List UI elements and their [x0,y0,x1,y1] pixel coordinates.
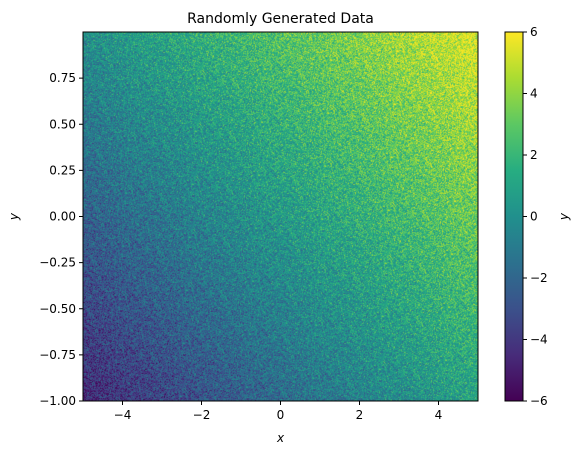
plot-area [82,31,479,402]
y-axis-label: y [7,212,21,221]
colorbar-ticks: −6 −4 −2 0 2 4 6 [523,25,548,408]
x-tick-label: −4 [114,408,132,422]
y-tick-label: −0.25 [39,256,76,270]
heatmap-image [83,32,478,401]
x-tick-label: 4 [435,408,443,422]
colorbar: −6 −4 −2 0 2 4 6 y [504,25,571,408]
x-tick-label: −2 [193,408,211,422]
colorbar-tick-label: −6 [530,394,548,408]
y-axis: −1.00 −0.75 −0.50 −0.25 0.00 0.25 0.50 0.75 [39,71,83,408]
x-axis: −4 −2 0 2 4 [114,401,443,422]
y-tick-label: 0.25 [49,163,76,177]
colorbar-tick-label: 2 [530,148,538,162]
colorbar-tick-label: 6 [530,25,538,39]
colorbar-label: y [557,212,571,221]
y-tick-label: 0.75 [49,71,76,85]
y-tick-label: −1.00 [39,394,76,408]
y-tick-label: −0.50 [39,302,76,316]
colorbar-tick-label: 0 [530,210,538,224]
chart-title: Randomly Generated Data [187,11,374,27]
y-tick-label: 0.00 [49,210,76,224]
colorbar-tick-label: −4 [530,333,548,347]
colorbar-gradient [505,32,523,401]
y-tick-label: −0.75 [39,348,76,362]
x-tick-label: 0 [277,408,285,422]
x-tick-label: 2 [356,408,364,422]
colorbar-tick-label: 4 [530,87,538,101]
colorbar-tick-label: −2 [530,271,548,285]
y-tick-label: 0.50 [49,117,76,131]
x-axis-label: x [276,431,285,445]
